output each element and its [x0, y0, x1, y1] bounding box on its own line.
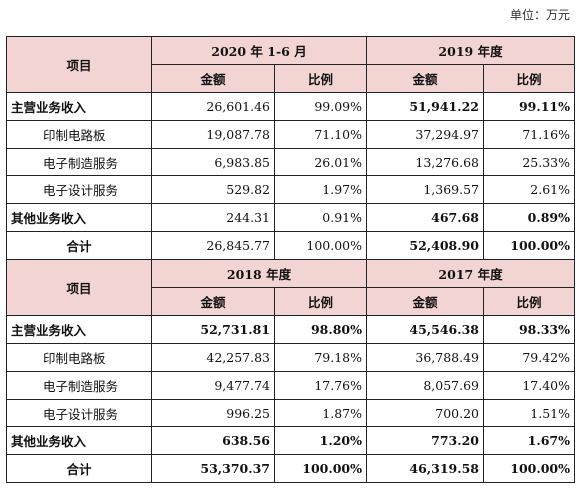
ratio-cell: 25.33%	[483, 147, 575, 177]
header-row: 项目 2018 年度 2017 年度	[6, 259, 575, 316]
amount-cell: 773.20	[366, 426, 484, 456]
ratio-cell: 17.76%	[274, 370, 367, 400]
header-amount: 金额	[151, 63, 275, 93]
row-label: 电子制造服务	[6, 147, 152, 177]
ratio-cell: 1.20%	[274, 426, 367, 456]
row-label: 其他业务收入	[6, 426, 152, 456]
amount-cell: 46,319.58	[366, 454, 484, 484]
header-amount: 金额	[366, 63, 484, 93]
ratio-cell: 100.00%	[274, 454, 367, 484]
amount-cell: 638.56	[151, 426, 275, 456]
subheader-row: 金额 比例 金额 比例	[7, 287, 575, 316]
amount-cell: 19,087.78	[151, 119, 275, 149]
amount-cell: 26,845.77	[151, 231, 275, 261]
header-ratio: 比例	[483, 287, 575, 316]
row-label: 其他业务收入	[6, 203, 152, 233]
amount-cell: 8,057.69	[366, 370, 484, 400]
ratio-cell: 0.89%	[483, 203, 575, 233]
unit-label: 单位：万元	[509, 8, 570, 22]
header-period-2017: 2017 年度	[366, 259, 575, 289]
amount-cell: 467.68	[366, 203, 484, 233]
ratio-cell: 98.33%	[483, 314, 575, 344]
table-row: 电子设计服务 529.82 1.97% 1,369.57 2.61%	[6, 175, 575, 205]
table-row: 其他业务收入 638.56 1.20% 773.20 1.67%	[6, 426, 575, 456]
total-row: 合计 26,845.77 100.00% 52,408.90 100.00%	[6, 231, 575, 261]
row-label: 主营业务收入	[6, 314, 152, 344]
amount-cell: 42,257.83	[151, 342, 275, 372]
amount-cell: 26,601.46	[151, 91, 275, 121]
ratio-cell: 98.80%	[274, 314, 367, 344]
table-row: 电子设计服务 996.25 1.87% 700.20 1.51%	[6, 398, 575, 428]
table-row: 电子制造服务 9,477.74 17.76% 8,057.69 17.40%	[6, 370, 575, 400]
row-label: 印制电路板	[6, 342, 152, 372]
ratio-cell: 1.51%	[483, 398, 575, 428]
table-row: 印制电路板 42,257.83 79.18% 36,788.49 79.42%	[6, 342, 575, 372]
header-period-2018: 2018 年度	[151, 259, 367, 289]
table-row: 电子制造服务 6,983.85 26.01% 13,276.68 25.33%	[6, 147, 575, 177]
table-row: 印制电路板 19,087.78 71.10% 37,294.97 71.16%	[6, 119, 575, 149]
table-row: 主营业务收入 52,731.81 98.80% 45,546.38 98.33%	[6, 314, 575, 344]
row-label: 电子制造服务	[6, 370, 152, 400]
row-label: 电子设计服务	[6, 398, 152, 428]
ratio-cell: 99.09%	[274, 91, 367, 121]
ratio-cell: 26.01%	[274, 147, 367, 177]
ratio-cell: 1.67%	[483, 426, 575, 456]
ratio-cell: 79.18%	[274, 342, 367, 372]
amount-cell: 45,546.38	[366, 314, 484, 344]
amount-cell: 1,369.57	[366, 175, 484, 205]
total-row: 合计 53,370.37 100.00% 46,319.58 100.00%	[6, 454, 575, 484]
row-label: 电子设计服务	[6, 175, 152, 205]
amount-cell: 700.20	[366, 398, 484, 428]
header-period-2019: 2019 年度	[366, 36, 575, 65]
row-label: 合计	[6, 231, 152, 261]
header-item: 项目	[6, 36, 152, 93]
amount-cell: 53,370.37	[151, 454, 275, 484]
ratio-cell: 1.87%	[274, 398, 367, 428]
ratio-cell: 71.10%	[274, 119, 367, 149]
amount-cell: 9,477.74	[151, 370, 275, 400]
amount-cell: 36,788.49	[366, 342, 484, 372]
ratio-cell: 71.16%	[483, 119, 575, 149]
amount-cell: 996.25	[151, 398, 275, 428]
header-ratio: 比例	[483, 63, 575, 93]
amount-cell: 52,408.90	[366, 231, 484, 261]
header-period-2020: 2020 年 1-6 月	[151, 36, 367, 65]
amount-cell: 529.82	[151, 175, 275, 205]
ratio-cell: 1.97%	[274, 175, 367, 205]
row-label: 主营业务收入	[6, 91, 152, 121]
revenue-table: 项目 2020 年 1-6 月 2019 年度 金额 比例 金额 比例 主营业务…	[6, 36, 575, 484]
amount-cell: 51,941.22	[366, 91, 484, 121]
ratio-cell: 100.00%	[274, 231, 367, 261]
ratio-cell: 2.61%	[483, 175, 575, 205]
table-row: 其他业务收入 244.31 0.91% 467.68 0.89%	[6, 203, 575, 233]
ratio-cell: 0.91%	[274, 203, 367, 233]
subheader-row: 金额 比例 金额 比例	[7, 63, 575, 93]
amount-cell: 244.31	[151, 203, 275, 233]
amount-cell: 37,294.97	[366, 119, 484, 149]
ratio-cell: 100.00%	[483, 454, 575, 484]
header-ratio: 比例	[274, 287, 367, 316]
header-amount: 金额	[366, 287, 484, 316]
amount-cell: 6,983.85	[151, 147, 275, 177]
ratio-cell: 100.00%	[483, 231, 575, 261]
ratio-cell: 99.11%	[483, 91, 575, 121]
ratio-cell: 79.42%	[483, 342, 575, 372]
amount-cell: 13,276.68	[366, 147, 484, 177]
row-label: 印制电路板	[6, 119, 152, 149]
header-row: 项目 2020 年 1-6 月 2019 年度	[6, 36, 575, 93]
ratio-cell: 17.40%	[483, 370, 575, 400]
header-ratio: 比例	[274, 63, 367, 93]
amount-cell: 52,731.81	[151, 314, 275, 344]
row-label: 合计	[6, 454, 152, 484]
header-item: 项目	[6, 259, 152, 316]
table-row: 主营业务收入 26,601.46 99.09% 51,941.22 99.11%	[6, 91, 575, 121]
header-amount: 金额	[151, 287, 275, 316]
